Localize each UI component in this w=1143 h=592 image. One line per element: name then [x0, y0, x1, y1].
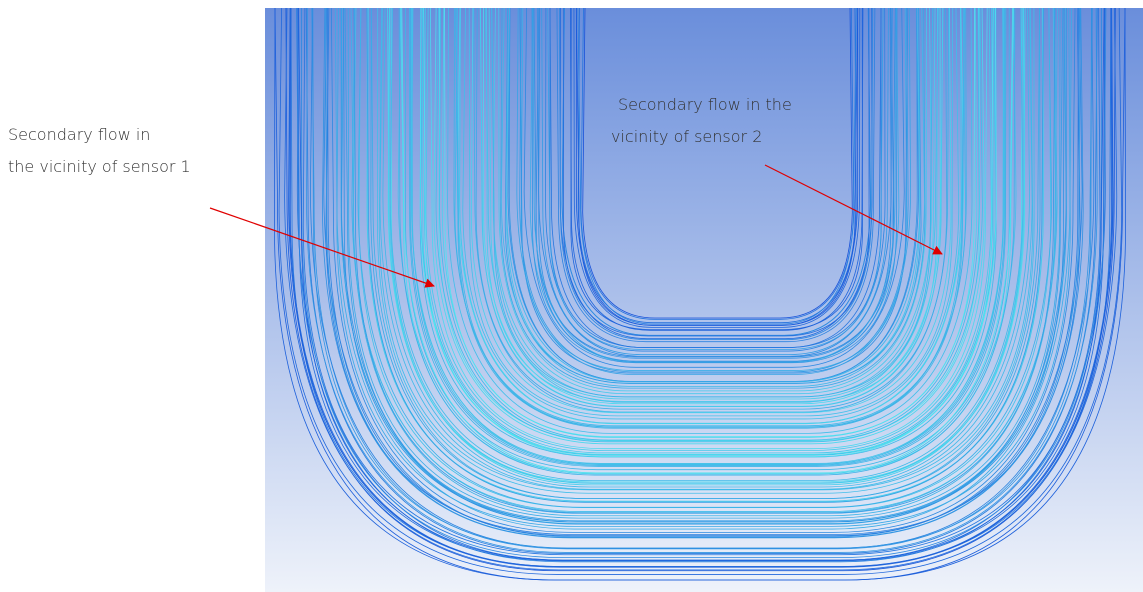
figure: Secondary flow in the vicinity of sensor…	[0, 0, 1143, 592]
annotation-line: Secondary flow in	[8, 125, 150, 144]
annotation-line: the vicinity of sensor 1	[8, 157, 191, 176]
annotation-line: vicinity of sensor 2	[611, 127, 762, 146]
annotation-line: Secondary flow in the	[618, 95, 792, 114]
